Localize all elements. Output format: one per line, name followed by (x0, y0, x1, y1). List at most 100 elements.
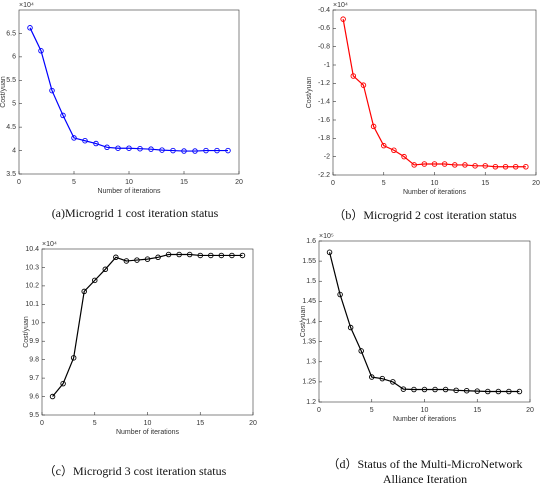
y-tick-label: -0.6 (318, 25, 330, 32)
point (441, 161, 448, 167)
point (379, 375, 386, 382)
x-tick-label: 20 (532, 180, 540, 187)
y-tick-label: 1.45 (302, 298, 316, 305)
y-tick-label: -0.4 (318, 7, 330, 14)
axes-box (41, 248, 254, 416)
point (165, 251, 172, 258)
x-tick-label: 0 (17, 179, 21, 186)
point (49, 393, 56, 400)
point (482, 163, 489, 169)
axis-exponent: ×10⁴ (333, 2, 348, 9)
point (218, 252, 225, 259)
point (411, 162, 417, 168)
y-tick-label: -1.2 (318, 80, 330, 87)
point (340, 16, 346, 22)
point (49, 87, 55, 94)
x-tick-label: 20 (249, 420, 257, 427)
x-tick-label: 5 (382, 180, 386, 187)
point (104, 144, 110, 151)
point (370, 123, 377, 130)
x-tick-label: 10 (431, 180, 439, 187)
point (485, 388, 491, 395)
point (137, 145, 143, 152)
y-tick-label: 3.5 (6, 171, 16, 178)
y-tick-label: 6.5 (6, 30, 16, 37)
x-tick-label: 15 (473, 407, 481, 414)
point (197, 252, 203, 259)
point (113, 254, 119, 261)
y-tick-label: 1.35 (302, 338, 316, 345)
point (93, 140, 99, 147)
y-tick-label: -1 (324, 62, 330, 69)
point (170, 147, 176, 154)
y-tick-label: -0.8 (318, 44, 330, 51)
point (208, 252, 214, 259)
point (186, 251, 193, 258)
y-tick-label: 5.5 (6, 77, 16, 84)
y-tick-label: 1.55 (302, 258, 316, 265)
x-axis-label: Number of iterations (116, 429, 180, 436)
y-tick-label: 9.7 (29, 375, 39, 382)
point (82, 137, 88, 144)
point (512, 163, 519, 170)
y-tick-label: 6 (12, 54, 16, 61)
series-line (52, 253, 243, 397)
point (431, 161, 438, 167)
y-tick-label: 10.1 (25, 301, 39, 308)
caption: （d）Status of the Multi-MicroNetwork Alli… (327, 457, 523, 486)
point (71, 135, 77, 141)
point (502, 163, 509, 170)
point (400, 386, 407, 392)
point (453, 387, 459, 394)
point (432, 386, 438, 393)
point (462, 162, 468, 168)
point (155, 254, 161, 261)
point (381, 142, 387, 149)
point (115, 145, 121, 151)
x-tick-label: 0 (40, 420, 44, 427)
y-tick-label: -2.2 (318, 172, 330, 179)
axis-exponent: ×10⁴ (42, 241, 57, 248)
axis-exponent: ×10⁴ (19, 2, 34, 9)
point (192, 148, 198, 154)
point (176, 251, 182, 258)
point (134, 257, 140, 263)
y-tick-label: 10.3 (25, 264, 39, 271)
axis-exponent: ×10⁵ (319, 233, 334, 240)
point (369, 374, 375, 380)
point (492, 163, 499, 170)
series-line (342, 19, 526, 168)
point (390, 379, 396, 385)
y-tick-label: 10.4 (25, 246, 39, 253)
x-axis-label: Number of iterations (97, 188, 161, 195)
point (350, 73, 357, 79)
point (81, 288, 87, 295)
y-tick-label: 1.4 (306, 318, 316, 325)
x-tick-label: 10 (421, 407, 429, 414)
y-tick-label: 10 (31, 320, 39, 327)
x-tick-label: 0 (331, 180, 335, 187)
y-tick-label: 9.8 (29, 357, 39, 364)
point (421, 386, 428, 393)
y-tick-label: 1.5 (306, 278, 316, 285)
point (144, 256, 151, 262)
point (442, 386, 449, 393)
point (421, 161, 428, 167)
x-tick-label: 10 (125, 179, 133, 186)
caption: (a)Microgrid 1 cost iteration status (51, 206, 219, 220)
point (326, 249, 333, 256)
point (337, 291, 343, 298)
point (495, 388, 502, 395)
y-tick-label: -1.4 (318, 99, 330, 106)
x-tick-label: 20 (526, 407, 534, 414)
point (239, 252, 246, 259)
point (123, 258, 130, 264)
point (214, 147, 220, 154)
x-tick-label: 15 (180, 179, 188, 186)
point (181, 148, 187, 154)
point (70, 355, 77, 361)
point (159, 147, 165, 153)
point (401, 153, 407, 160)
point (102, 266, 109, 273)
